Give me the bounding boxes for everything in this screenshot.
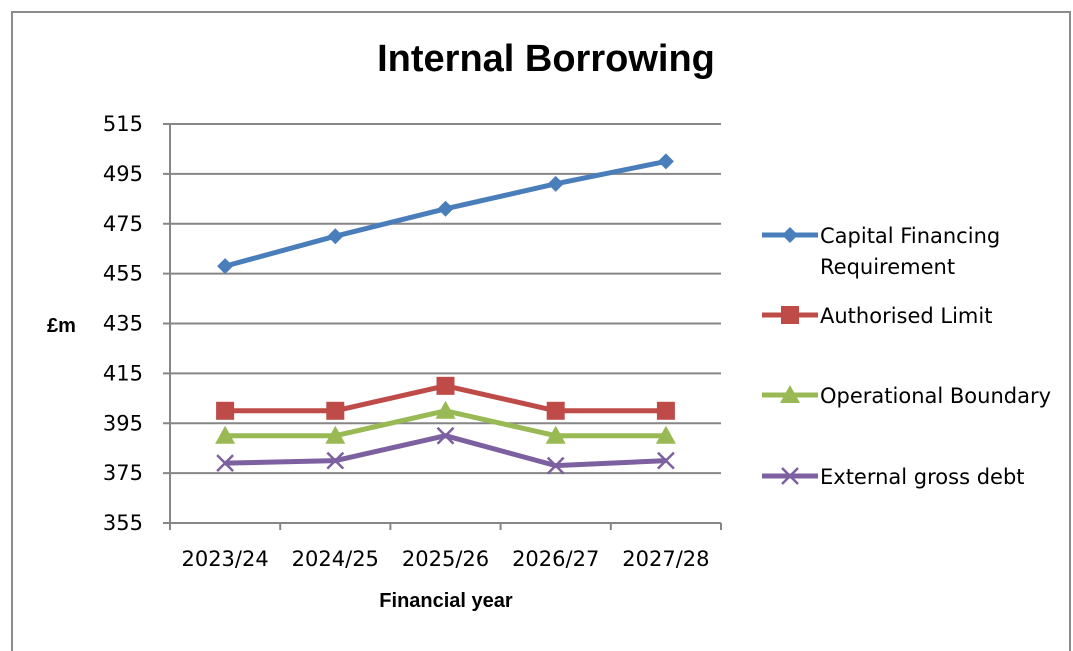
y-tick-label: 475 bbox=[103, 212, 143, 236]
legend-label: Requirement bbox=[820, 255, 955, 279]
marker-square bbox=[781, 306, 799, 324]
marker-triangle bbox=[545, 425, 566, 444]
marker-x bbox=[216, 454, 234, 473]
marker-x bbox=[326, 451, 345, 470]
y-tick-label: 435 bbox=[103, 312, 143, 336]
legend-item: External gross debt bbox=[762, 465, 1025, 489]
marker-x bbox=[436, 426, 455, 445]
marker-x bbox=[781, 467, 799, 485]
legend-label: External gross debt bbox=[820, 465, 1025, 489]
x-axis-label: Financial year bbox=[379, 590, 513, 612]
x-tick-label: 2023/24 bbox=[181, 547, 268, 571]
marker-x bbox=[657, 451, 675, 470]
x-tick-label: 2025/26 bbox=[402, 547, 489, 571]
series-authorised-limit bbox=[216, 376, 675, 420]
series-group bbox=[215, 153, 676, 475]
x-tick-label: 2024/25 bbox=[292, 547, 379, 571]
x-tick-label: 2026/27 bbox=[512, 547, 599, 571]
marker-square bbox=[326, 401, 345, 420]
marker-diamond bbox=[782, 227, 798, 243]
series-operational-boundary bbox=[215, 400, 676, 444]
marker-x bbox=[546, 456, 565, 475]
y-tick-label: 395 bbox=[103, 411, 143, 435]
series-capital-financing-requirement bbox=[217, 153, 674, 275]
y-tick-labels: 355 375 395 415 435 455 475 495 515 bbox=[103, 112, 143, 535]
marker-square bbox=[436, 376, 455, 395]
chart-title: Internal Borrowing bbox=[377, 38, 715, 80]
y-tick-label: 515 bbox=[103, 112, 143, 136]
marker-diamond bbox=[657, 153, 674, 170]
legend-item: Authorised Limit bbox=[762, 304, 992, 328]
series-external-gross-debt bbox=[216, 426, 675, 475]
legend-label: Authorised Limit bbox=[820, 304, 992, 328]
marker-triangle bbox=[780, 385, 800, 403]
y-tick-label: 455 bbox=[103, 262, 143, 286]
marker-square bbox=[216, 401, 235, 420]
marker-triangle bbox=[215, 425, 236, 444]
marker-diamond bbox=[217, 258, 234, 275]
y-tick-label: 415 bbox=[103, 361, 143, 385]
y-tick-label: 375 bbox=[103, 461, 143, 485]
marker-square bbox=[546, 401, 565, 420]
marker-triangle bbox=[435, 400, 456, 419]
legend-label: Operational Boundary bbox=[820, 384, 1051, 408]
y-tick-label: 355 bbox=[103, 511, 143, 535]
marker-diamond bbox=[547, 175, 564, 192]
marker-diamond bbox=[437, 200, 454, 217]
x-tick-labels: 2023/24 2024/25 2025/26 2026/27 2027/28 bbox=[181, 547, 709, 571]
marker-diamond bbox=[327, 228, 344, 245]
marker-triangle bbox=[325, 425, 346, 444]
y-axis-label: £m bbox=[47, 315, 76, 337]
series-line bbox=[225, 433, 667, 469]
x-tick-label: 2027/28 bbox=[622, 547, 709, 571]
gridlines bbox=[170, 123, 721, 475]
axes bbox=[163, 123, 722, 530]
legend: Capital Financing Requirement Authorised L… bbox=[762, 224, 1051, 489]
legend-item: Capital Financing Requirement bbox=[762, 224, 1000, 279]
chart-frame bbox=[11, 11, 1071, 651]
y-tick-label: 495 bbox=[103, 162, 143, 186]
marker-square bbox=[656, 401, 675, 420]
marker-triangle bbox=[655, 425, 676, 444]
legend-item: Operational Boundary bbox=[762, 384, 1051, 408]
legend-label: Capital Financing bbox=[820, 224, 1000, 248]
